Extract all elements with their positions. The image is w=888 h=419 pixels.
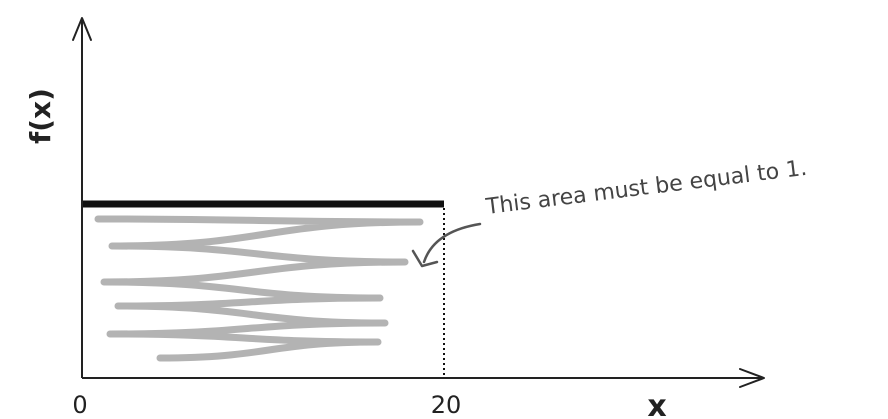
y-axis-title: f(x) xyxy=(24,88,57,144)
x-axis-arrowhead xyxy=(739,368,765,388)
x-tick-label-20: 20 xyxy=(431,391,462,419)
x-tick-label-0: 0 xyxy=(72,391,87,419)
annotation-text: This area must be equal to 1. xyxy=(484,156,809,220)
x-axis xyxy=(82,368,765,388)
annotation: This area must be equal to 1. xyxy=(411,156,809,268)
x-axis-title: x xyxy=(647,389,666,419)
shaded-area-scribble xyxy=(94,215,424,362)
annotation-arrow xyxy=(422,222,482,264)
shaded-area xyxy=(94,215,424,362)
y-axis xyxy=(72,17,92,378)
y-axis-arrowhead xyxy=(72,17,92,41)
annotation-arrowhead xyxy=(411,249,439,268)
